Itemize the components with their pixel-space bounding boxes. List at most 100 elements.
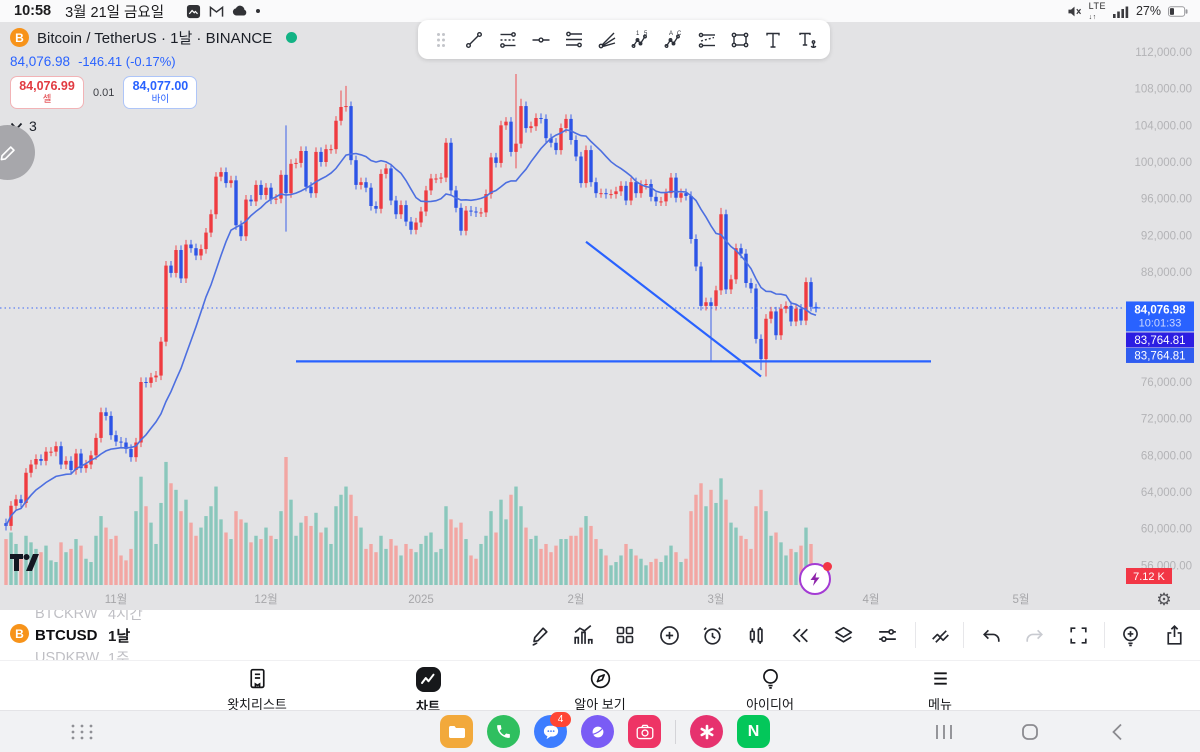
tab-label: 왓치리스트: [227, 697, 287, 712]
tab-menu[interactable]: 메뉴: [880, 666, 1000, 713]
screenshot-notification-icon: [186, 4, 201, 19]
price-axis[interactable]: [1124, 22, 1200, 582]
sell-price: 84,076.99: [19, 79, 75, 94]
fullscreen-button[interactable]: [1060, 622, 1096, 648]
symbol-row-current[interactable]: BTCUSD 1날: [35, 625, 180, 646]
tab-label: 메뉴: [928, 697, 952, 712]
home-button[interactable]: [1010, 719, 1050, 745]
signal-bars-icon: [1112, 5, 1129, 18]
redo-button[interactable]: [1016, 622, 1052, 648]
buy-price: 84,077.00: [132, 79, 189, 94]
status-time: 10:58: [14, 3, 52, 19]
publish-idea-button[interactable]: [1112, 622, 1148, 648]
camera-app-icon[interactable]: [628, 715, 661, 748]
chart-pane[interactable]: 112,000.00 108,000.00 104,000.00 100,000.00…: [0, 20, 1200, 610]
anchored-text-tool[interactable]: [793, 26, 821, 54]
layers-button[interactable]: [825, 622, 861, 648]
horizontal-line-tool[interactable]: [527, 26, 555, 54]
collapsed-indicators-toggle[interactable]: 3: [10, 118, 297, 134]
battery-icon: [1168, 5, 1188, 17]
trend-lines-group-tool[interactable]: [494, 26, 522, 54]
svg-text:100,000.00: 100,000.00: [1134, 157, 1192, 169]
svg-text:2025: 2025: [408, 594, 434, 606]
compass-icon: [590, 668, 610, 689]
indicators-button[interactable]: [565, 622, 601, 648]
undo-button[interactable]: [973, 622, 1009, 648]
current-interval: 1날: [108, 628, 131, 645]
chart-icon: [415, 667, 441, 692]
candles: [4, 73, 818, 531]
ma-line: [5, 129, 817, 527]
messages-app-icon[interactable]: 4: [534, 712, 571, 748]
messages-badge: 4: [550, 712, 571, 727]
price-chart-canvas[interactable]: 112,000.00 108,000.00 104,000.00 100,000.00…: [0, 22, 1200, 610]
replay-button[interactable]: [781, 622, 817, 648]
boost-badge[interactable]: [799, 562, 832, 595]
watchlist-icon: [249, 668, 265, 689]
gmail-notification-icon: [209, 5, 224, 18]
tab-explore[interactable]: 알아 보기: [540, 666, 660, 713]
parallel-channel-tool[interactable]: [560, 26, 588, 54]
phone-app-icon[interactable]: [487, 715, 520, 748]
layouts-button[interactable]: [607, 622, 643, 648]
volume-value-label: [1126, 568, 1172, 584]
alerts-button[interactable]: [694, 622, 730, 648]
price-change: -146.41 (-0.17%): [78, 54, 176, 69]
svg-text:11월: 11월: [105, 593, 128, 606]
buy-button[interactable]: 84,077.00 바이: [123, 76, 198, 109]
tab-chart[interactable]: 차트: [368, 666, 488, 715]
rectangle-tool[interactable]: [726, 26, 754, 54]
trend-line-tool[interactable]: [460, 26, 488, 54]
taskbar-divider: [675, 719, 676, 744]
gallery-app-icon[interactable]: [690, 715, 723, 748]
naver-app-icon[interactable]: N: [737, 715, 770, 748]
time-axis[interactable]: [0, 588, 1125, 610]
svg-text:10:01:33: 10:01:33: [1139, 317, 1182, 329]
tab-watchlist[interactable]: 왓치리스트: [197, 666, 317, 713]
share-button[interactable]: [1156, 622, 1192, 648]
back-button[interactable]: [1097, 719, 1137, 745]
sell-button[interactable]: 84,076.99 셀: [10, 76, 84, 109]
magic-tool-button[interactable]: [922, 622, 958, 648]
notification-dot: [823, 562, 832, 571]
symbol-title[interactable]: Bitcoin / TetherUS · 1날 · BINANCE: [37, 30, 273, 47]
toolbar-divider: [1104, 622, 1105, 648]
svg-text:7.12 K: 7.12 K: [1133, 571, 1165, 583]
price-scale-settings-gear-icon[interactable]: ⚙: [1156, 590, 1172, 609]
status-date: 3월 21일 금요일: [65, 4, 165, 21]
next-symbol: USDKRW: [35, 649, 100, 661]
time-axis-labels: 11월 12월 2025 2월 3월 4월 5월: [105, 593, 1030, 606]
internet-app-icon[interactable]: [581, 715, 614, 748]
pitchfork-tool[interactable]: [593, 26, 621, 54]
symbol-row-prev[interactable]: BTCKRW 4시간: [35, 610, 180, 624]
tradingview-logo[interactable]: [10, 554, 40, 572]
app-drawer-button[interactable]: [70, 724, 94, 740]
add-button[interactable]: [651, 622, 687, 648]
svg-text:104,000.00: 104,000.00: [1134, 120, 1192, 132]
user-drawings: [0, 240, 1125, 378]
tab-ideas[interactable]: 아이디어: [710, 666, 830, 713]
svg-text:2월: 2월: [568, 593, 585, 606]
symbol-row-next[interactable]: USDKRW 1주: [35, 647, 180, 661]
toolbar-divider: [915, 622, 916, 648]
svg-text:4월: 4월: [863, 593, 880, 606]
svg-text:112,000.00: 112,000.00: [1135, 47, 1192, 59]
drag-handle-icon[interactable]: [427, 26, 455, 54]
chart-settings-button[interactable]: [869, 622, 905, 648]
text-tool[interactable]: [759, 26, 787, 54]
svg-text:88,000.00: 88,000.00: [1141, 267, 1192, 279]
symbol-header: B Bitcoin / TetherUS · 1날 · BINANCE 84,0…: [10, 27, 298, 134]
tab-label: 알아 보기: [574, 697, 626, 712]
toolbar-divider: [963, 622, 964, 648]
long-position-tool[interactable]: [693, 26, 721, 54]
mute-icon: [1067, 5, 1082, 18]
svg-text:5: 5: [644, 31, 648, 37]
bar-style-button[interactable]: [738, 622, 774, 648]
draw-button[interactable]: [522, 622, 558, 648]
recents-button[interactable]: [924, 719, 964, 745]
my-files-app-icon[interactable]: [440, 715, 473, 748]
